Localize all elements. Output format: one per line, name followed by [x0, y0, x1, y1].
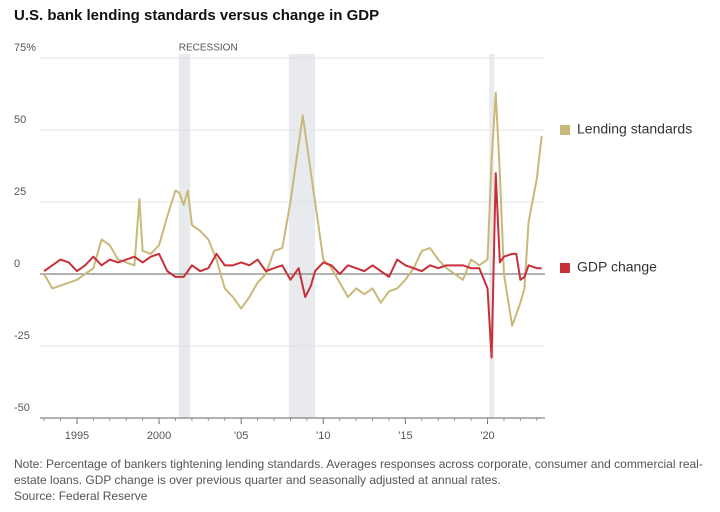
recession-band: [178, 54, 191, 418]
x-tick-label: '15: [398, 430, 412, 442]
x-tick-label: 2000: [147, 430, 171, 442]
recession-band: [489, 54, 495, 418]
y-tick-label: -25: [14, 330, 30, 342]
footnote: Note: Percentage of bankers tightening l…: [14, 456, 714, 504]
chart-title: U.S. bank lending standards versus chang…: [14, 7, 379, 24]
x-tick-label: '05: [234, 430, 248, 442]
y-tick-label: 50: [14, 114, 26, 126]
legend-label: Lending standards: [577, 121, 692, 137]
recession-band: [288, 54, 316, 418]
x-tick-label: 1995: [65, 430, 89, 442]
y-tick-label: -50: [14, 402, 30, 414]
line-series: [43, 172, 542, 359]
x-tick-label: '10: [316, 430, 330, 442]
line-series: [43, 91, 543, 327]
recession-label: RECESSION: [179, 43, 238, 54]
source: Source: Federal Reserve: [14, 489, 148, 503]
y-tick-label: 25: [14, 186, 26, 198]
y-tick-label: 0: [14, 258, 20, 270]
x-tick-label: '20: [480, 430, 494, 442]
legend-swatch: [560, 125, 570, 135]
legend-swatch: [560, 263, 570, 273]
chart: U.S. bank lending standards versus chang…: [14, 7, 692, 442]
legend-label: GDP change: [577, 259, 657, 275]
y-tick-label: 75%: [14, 42, 36, 54]
note: Note: Percentage of bankers tightening l…: [14, 457, 703, 487]
